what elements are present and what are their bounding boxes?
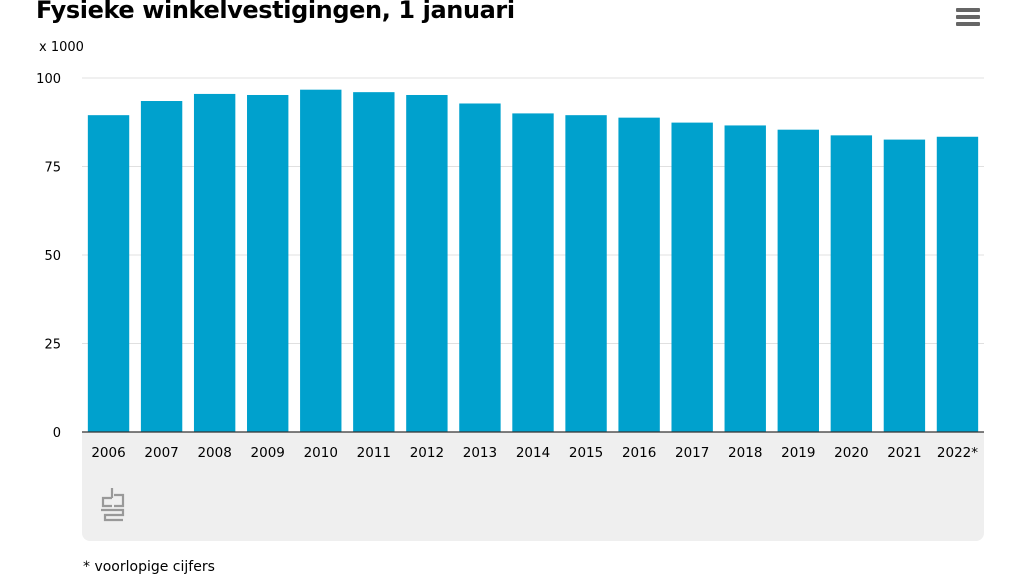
x-tick-label: 2013 [463,445,497,461]
x-tick-label: 2017 [675,445,709,461]
x-tick-label: 2008 [197,445,231,461]
bar [459,103,501,432]
bar [140,101,183,432]
bar [724,125,766,432]
chart-footer-panel [82,432,984,541]
bar [830,135,873,432]
bar [247,94,289,432]
bar [512,113,554,433]
x-tick-label: 2014 [516,445,550,461]
bar [300,89,342,432]
x-tick-label: 2012 [410,445,444,461]
y-tick-label: 50 [44,249,61,264]
chart-title: Fysieke winkelvestigingen, 1 januari [36,0,515,24]
y-tick-label: 25 [44,338,61,353]
y-tick-label: 0 [53,426,61,441]
cbs-logo-icon [101,488,125,522]
bar [671,122,713,432]
y-axis-unit-label: x 1000 [39,40,84,55]
x-tick-label: 2011 [357,445,391,461]
y-tick-label: 100 [36,72,61,87]
x-tick-label: 2007 [144,445,178,461]
x-tick-label: 2009 [251,445,285,461]
y-tick-label: 75 [44,161,61,176]
bar [777,129,819,432]
bar [936,136,979,433]
x-tick-label: 2022* [937,445,978,461]
footnote: * voorlopige cijfers [83,559,215,575]
x-tick-label: 2010 [304,445,338,461]
x-tick-label: 2016 [622,445,656,461]
x-tick-label: 2018 [728,445,762,461]
bar [193,93,236,433]
x-tick-label: 2015 [569,445,603,461]
x-tick-label: 2021 [887,445,921,461]
x-tick-label: 2019 [781,445,815,461]
x-tick-label: 2006 [91,445,125,461]
hamburger-menu-icon[interactable] [952,4,984,30]
bar [406,94,448,432]
bar [883,139,926,432]
bar [87,115,130,433]
x-tick-label: 2020 [834,445,868,461]
bar [618,117,660,432]
bar [353,92,395,432]
bar [565,115,607,433]
